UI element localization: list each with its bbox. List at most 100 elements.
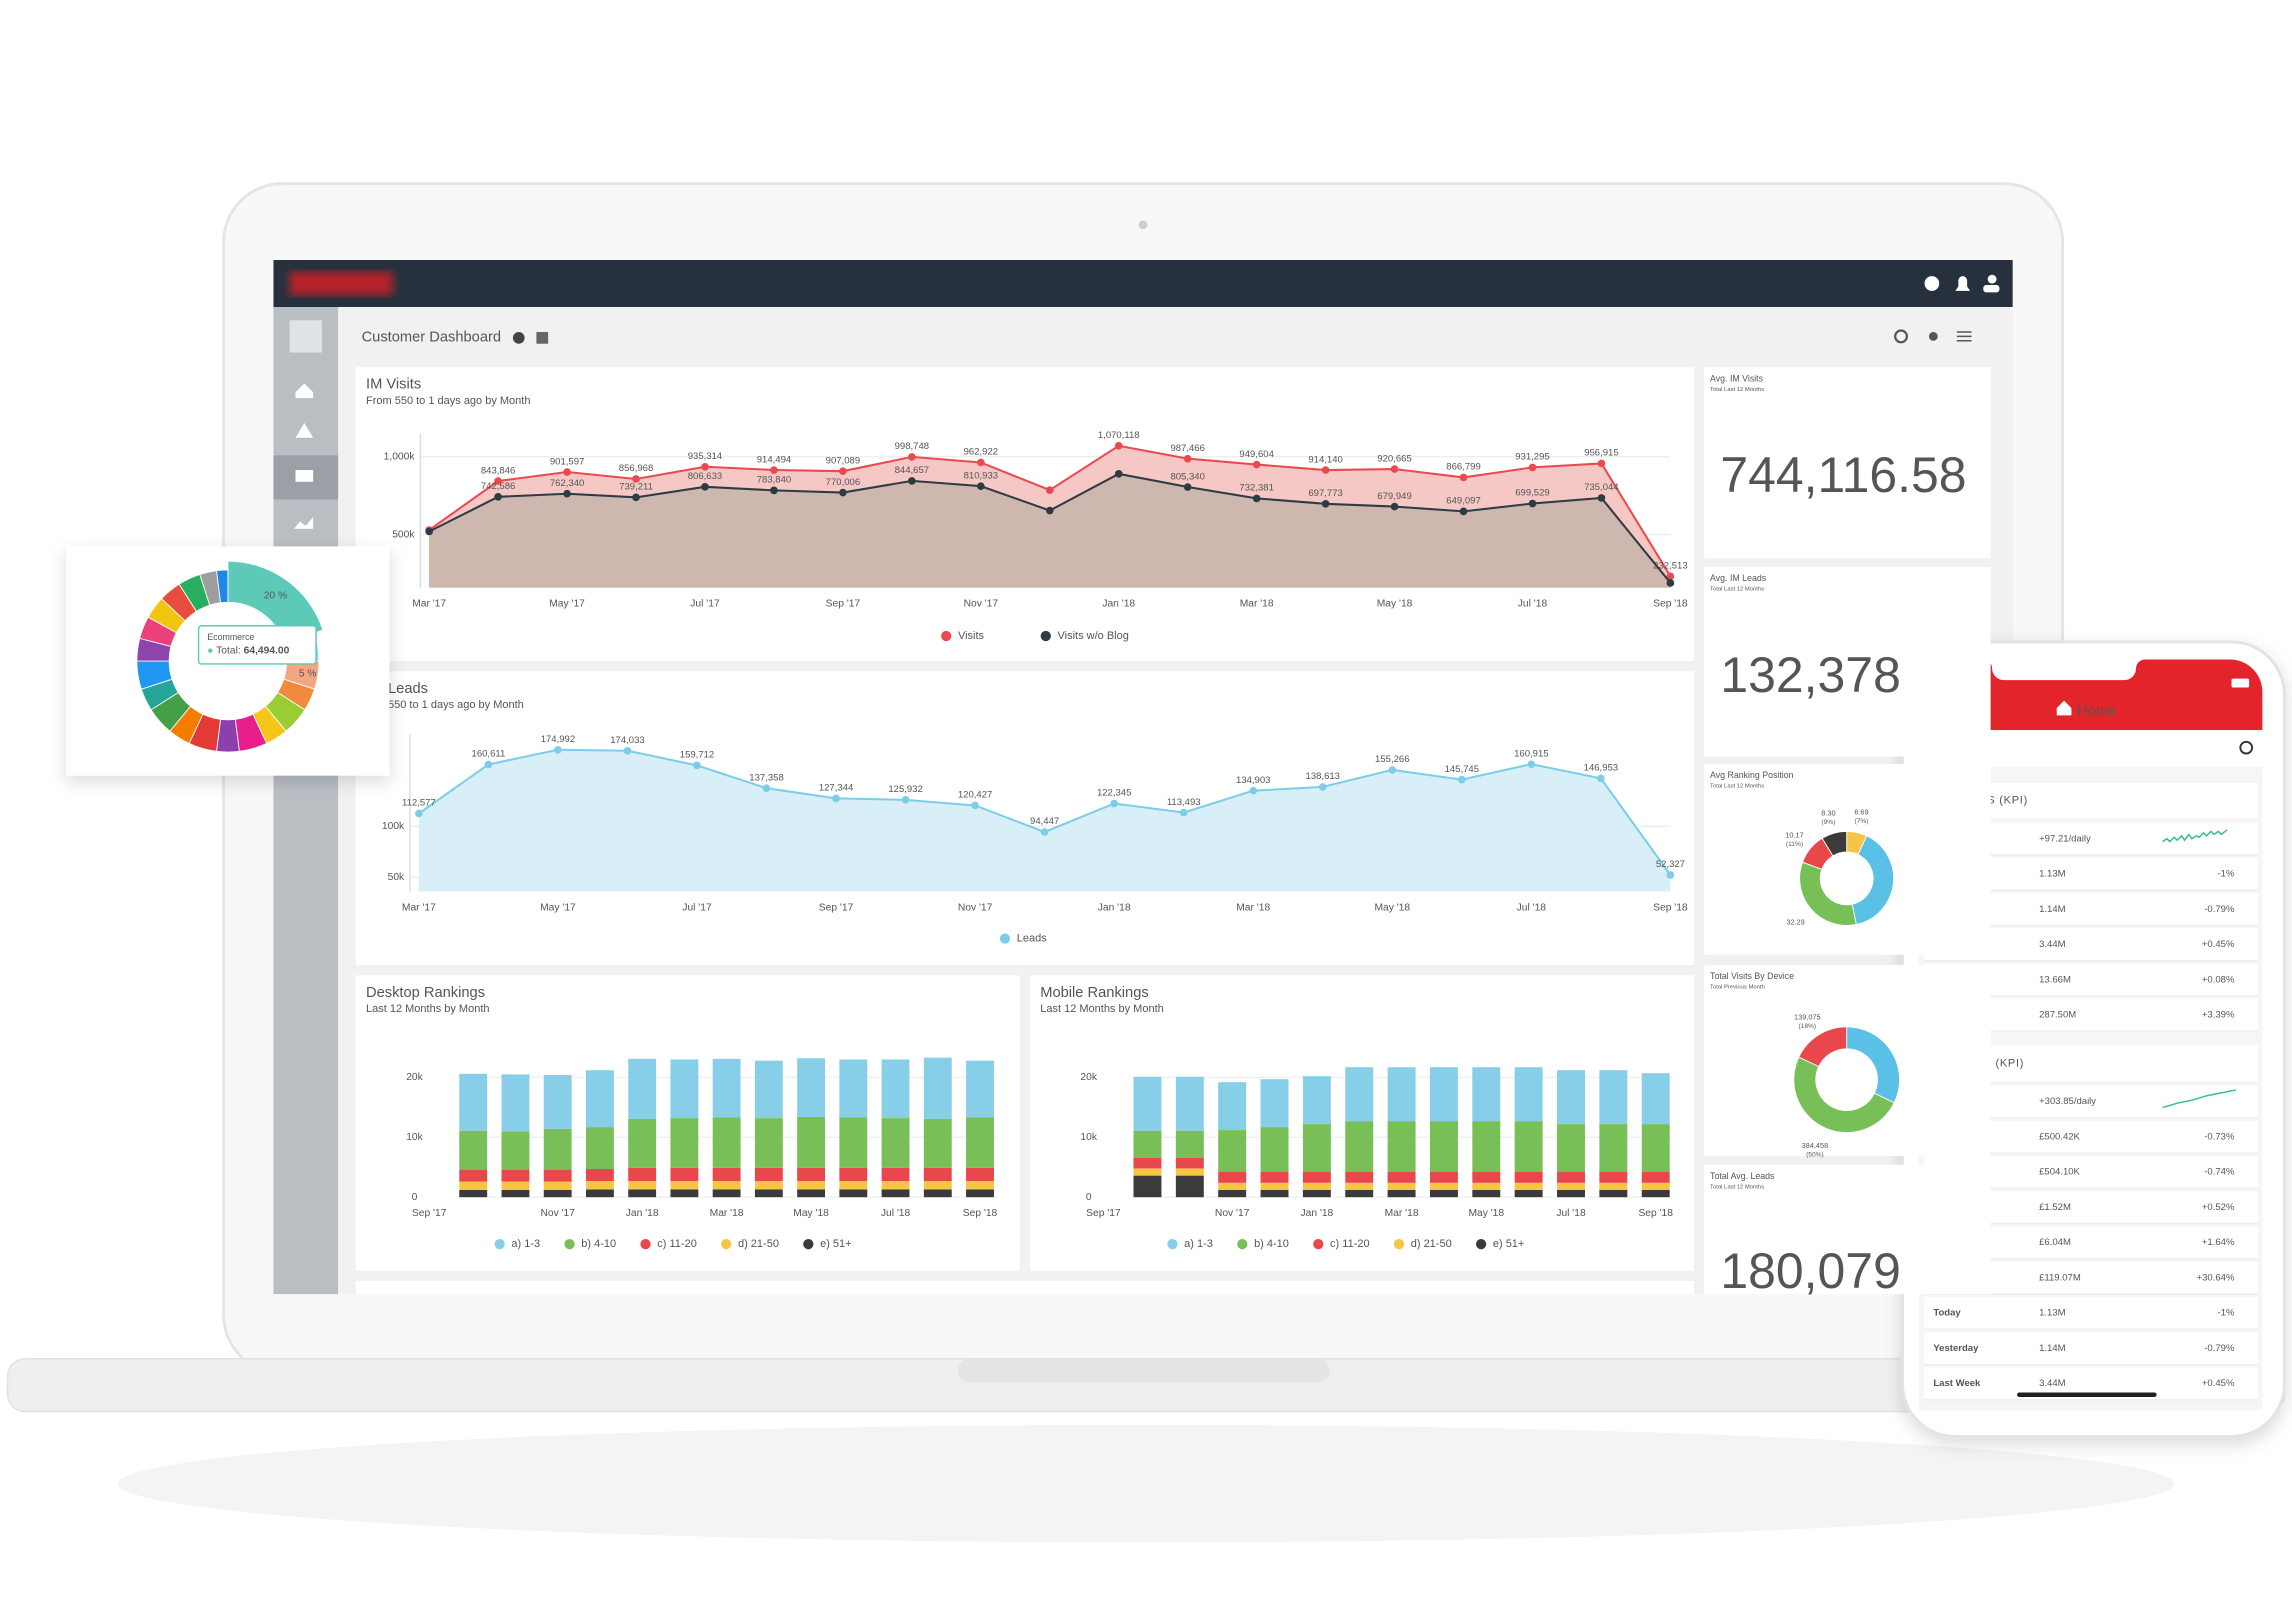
sidebar (273, 307, 339, 1295)
slice-label: 384,458 (1802, 1141, 1828, 1150)
bar-segment (543, 1075, 572, 1129)
x-tick-label: Sep '18 (1638, 1208, 1673, 1219)
bar-segment (1218, 1172, 1247, 1183)
y-tick-label: 20k (1080, 1072, 1097, 1083)
legend-label[interactable]: e) 51+ (820, 1238, 852, 1250)
bar-segment (1514, 1182, 1543, 1190)
bar-segment (543, 1189, 572, 1198)
row-value: 3.44M (2039, 1378, 2066, 1389)
tooltip (197, 625, 317, 665)
x-tick-label: Nov '17 (1215, 1208, 1250, 1219)
legend-label[interactable]: e) 51+ (1493, 1238, 1525, 1250)
bar-segment (1260, 1182, 1289, 1190)
legend-label[interactable]: a) 1-3 (511, 1238, 540, 1250)
bar-segment (585, 1181, 614, 1190)
bar-segment (1641, 1189, 1670, 1198)
kpi-row[interactable] (1924, 1297, 2258, 1330)
bar-segment (585, 1189, 614, 1198)
x-tick-label: Jul '18 (1518, 598, 1548, 609)
value-label: 1,070,118 (1098, 430, 1140, 441)
monitor-icon (295, 470, 314, 482)
refresh-icon[interactable] (2239, 740, 2254, 755)
legend-label[interactable]: d) 21-50 (738, 1238, 779, 1250)
bar-segment (1302, 1189, 1331, 1198)
point (1252, 460, 1261, 469)
point (1459, 507, 1468, 516)
point (563, 489, 571, 498)
refresh-icon[interactable] (1894, 329, 1909, 344)
bar-segment (1345, 1172, 1374, 1183)
bar-segment (881, 1181, 910, 1190)
home-icon[interactable] (295, 383, 314, 399)
panel-title: Mobile Rankings (1040, 985, 1148, 1001)
base-notch (957, 1358, 1330, 1383)
sparkline (2162, 829, 2228, 843)
sidebar-avatar[interactable] (289, 320, 322, 353)
bar-segment (797, 1181, 826, 1190)
legend-label[interactable]: d) 21-50 (1411, 1238, 1452, 1250)
slice-pct: (50%) (1806, 1151, 1824, 1158)
legend-label[interactable]: a) 1-3 (1184, 1238, 1213, 1250)
tooltip-label: Total: (216, 645, 241, 656)
calendar-icon[interactable] (536, 331, 549, 344)
tile-title: Avg. IM Visits (1710, 373, 1764, 383)
value-label: 866,799 (1446, 462, 1480, 473)
bar-segment (1175, 1130, 1204, 1158)
bar-segment (754, 1167, 783, 1182)
bar-segment (628, 1189, 657, 1198)
x-tick-label: Jul '17 (682, 903, 712, 914)
legend-label[interactable]: b) 4-10 (581, 1238, 616, 1250)
bar-segment (923, 1118, 952, 1168)
slice-label: 20 % (264, 590, 287, 601)
share-icon[interactable] (1928, 331, 1938, 341)
tile-subtitle: Total Last 12 Months (1710, 387, 1764, 393)
settings-icon[interactable] (1956, 331, 1972, 342)
point (1252, 494, 1261, 503)
value-label: 735,044 (1584, 482, 1619, 493)
legend-label[interactable]: Leads (1017, 933, 1047, 945)
x-tick-label: Jul '18 (881, 1208, 911, 1219)
point (770, 486, 778, 495)
x-tick-label: Sep '17 (819, 903, 854, 914)
point (425, 527, 433, 536)
chart-icon[interactable] (294, 517, 314, 529)
point (1459, 473, 1468, 482)
x-tick-label: May '17 (549, 598, 585, 609)
x-tick-label: May '18 (1377, 598, 1413, 609)
x-tick-label: Jul '17 (690, 598, 720, 609)
bar-segment (1218, 1189, 1247, 1198)
tile-subtitle: Total Last 12 Months (1710, 783, 1764, 789)
bar-segment (1175, 1175, 1204, 1198)
legend-label[interactable]: c) 11-20 (657, 1238, 697, 1250)
bar-segment (1133, 1157, 1162, 1169)
legend-marker (494, 1239, 505, 1250)
bar-segment (1133, 1130, 1162, 1158)
bar-segment (1345, 1121, 1374, 1173)
tooltip-name: Ecommerce (207, 632, 254, 642)
row-change: +0.52% (2202, 1202, 2235, 1213)
legend-label[interactable]: Visits (958, 630, 985, 642)
point (1183, 454, 1192, 463)
donut-slice (1798, 1026, 1848, 1068)
tile-value: 744,116.58 (1720, 447, 1966, 503)
value-label: 155,266 (1375, 754, 1409, 765)
globe-icon[interactable] (1924, 276, 1940, 291)
point (971, 801, 979, 810)
alert-icon[interactable] (295, 423, 314, 438)
legend-label[interactable]: Visits w/o Blog (1058, 630, 1129, 642)
bar-segment (1429, 1182, 1458, 1190)
bell-icon[interactable] (1955, 276, 1971, 291)
bar-segment (628, 1167, 657, 1182)
legend-label[interactable]: c) 11-20 (1330, 1238, 1370, 1250)
y-tick-label: 0 (1086, 1192, 1092, 1203)
bar-segment (1133, 1175, 1162, 1198)
legend-label[interactable]: b) 4-10 (1254, 1238, 1289, 1250)
globe-small[interactable] (512, 331, 525, 344)
bar-segment (628, 1118, 657, 1168)
tile-value: 180,079 (1720, 1243, 1901, 1299)
user-icon[interactable] (1987, 274, 1997, 284)
value-label: 146,953 (1584, 763, 1618, 774)
legend-marker (1167, 1239, 1178, 1250)
kpi-row[interactable] (1924, 1332, 2258, 1365)
x-tick-label: Mar '18 (1385, 1208, 1419, 1219)
